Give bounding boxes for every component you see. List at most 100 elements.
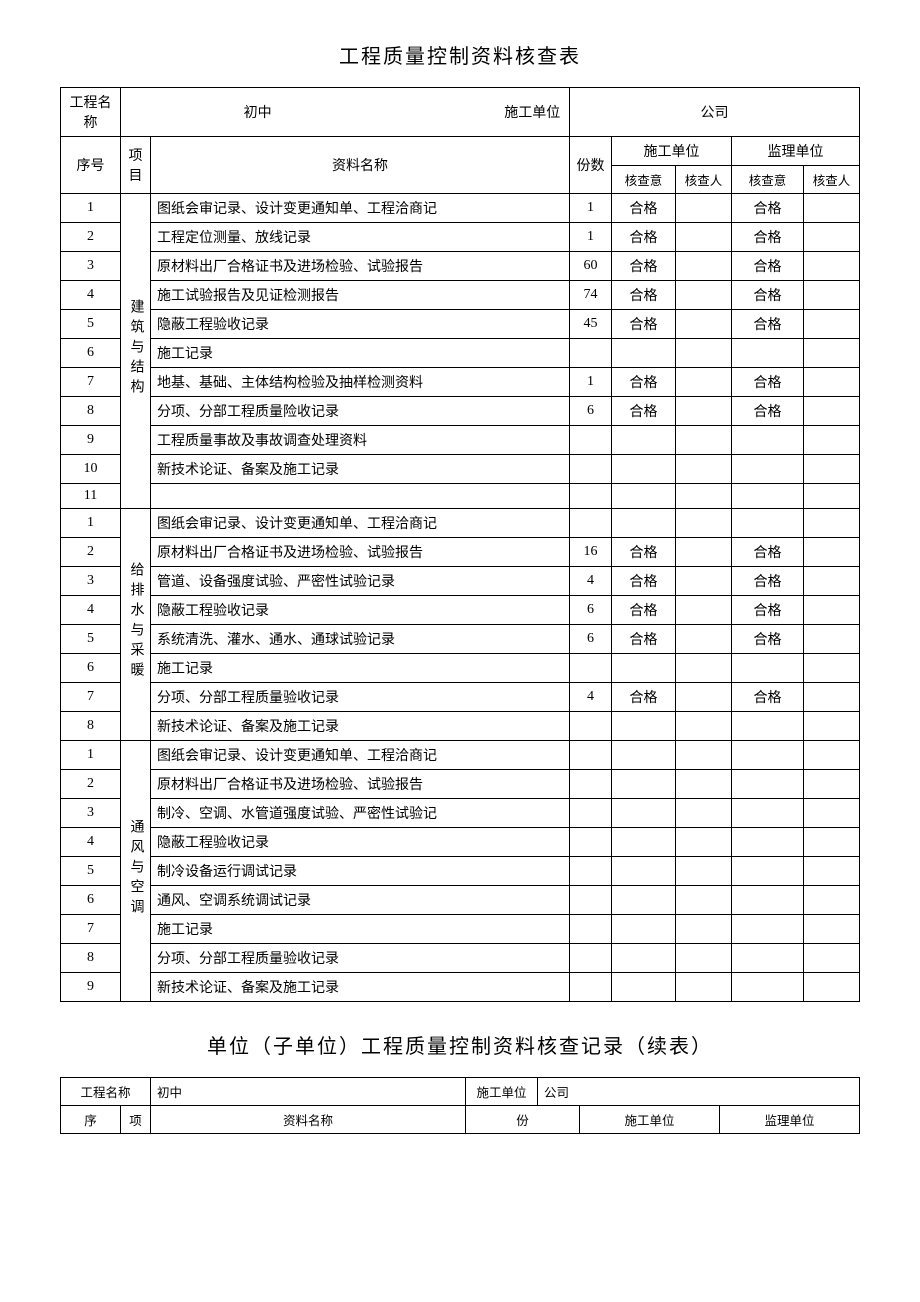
cell-opinion-2: [731, 455, 803, 484]
cell-opinion-2: [731, 770, 803, 799]
cell-opinion-2: [731, 799, 803, 828]
cell-opinion-2: 合格: [731, 567, 803, 596]
col2-qty: 份: [465, 1106, 579, 1134]
cell-qty: 6: [569, 596, 611, 625]
cell-seq: 2: [61, 538, 121, 567]
cell-seq: 3: [61, 567, 121, 596]
table-row: 2工程定位测量、放线记录1合格合格: [61, 223, 860, 252]
table-row: 4隐蔽工程验收记录6合格合格: [61, 596, 860, 625]
cell-qty: 6: [569, 397, 611, 426]
cell-material-name: 图纸会审记录、设计变更通知单、工程洽商记: [151, 509, 570, 538]
table-row: 1给排水与采暖图纸会审记录、设计变更通知单、工程洽商记: [61, 509, 860, 538]
cell-category: 给排水与采暖: [121, 509, 151, 741]
cell-seq: 11: [61, 484, 121, 509]
cell-inspector-2: [803, 397, 859, 426]
cell-inspector-2: [803, 509, 859, 538]
cell-material-name: 分项、分部工程质量险收记录: [151, 397, 570, 426]
col2-category: 项: [121, 1106, 151, 1134]
cell-inspector-1: [675, 509, 731, 538]
cell-material-name: 新技术论证、备案及施工记录: [151, 973, 570, 1002]
cell-qty: 60: [569, 252, 611, 281]
cell-opinion-1: 合格: [611, 567, 675, 596]
cell-inspector-2: [803, 915, 859, 944]
cell-inspector-2: [803, 252, 859, 281]
hdr-construction-unit-label: 施工单位: [393, 102, 564, 122]
cell-material-name: 通风、空调系统调试记录: [151, 886, 570, 915]
cell-qty: [569, 770, 611, 799]
cell-inspector-2: [803, 654, 859, 683]
cell-opinion-2: 合格: [731, 538, 803, 567]
cell-opinion-1: 合格: [611, 596, 675, 625]
cell-inspector-2: [803, 310, 859, 339]
cell-inspector-1: [675, 712, 731, 741]
cell-opinion-1: [611, 886, 675, 915]
cell-inspector-2: [803, 799, 859, 828]
cell-inspector-1: [675, 223, 731, 252]
cell-qty: [569, 741, 611, 770]
cell-inspector-2: [803, 828, 859, 857]
cell-inspector-2: [803, 944, 859, 973]
cell-opinion-2: [731, 886, 803, 915]
table-row: 3管道、设备强度试验、严密性试验记录4合格合格: [61, 567, 860, 596]
cell-inspector-1: [675, 397, 731, 426]
cell-inspector-1: [675, 538, 731, 567]
table-row: 9工程质量事故及事故调查处理资料: [61, 426, 860, 455]
cell-qty: [569, 654, 611, 683]
cell-opinion-1: [611, 484, 675, 509]
cell-inspector-2: [803, 455, 859, 484]
cell-qty: 4: [569, 683, 611, 712]
cell-inspector-2: [803, 223, 859, 252]
col-inspector-2: 核查人: [803, 166, 859, 194]
cell-opinion-1: [611, 857, 675, 886]
cell-qty: [569, 509, 611, 538]
hdr-project-name-label: 工程名称: [61, 88, 121, 137]
cell-opinion-1: 合格: [611, 281, 675, 310]
cell-inspector-1: [675, 973, 731, 1002]
cell-qty: [569, 828, 611, 857]
cell-inspector-2: [803, 683, 859, 712]
cell-opinion-1: [611, 426, 675, 455]
col-opinion-2: 核查意: [731, 166, 803, 194]
cell-inspector-2: [803, 281, 859, 310]
cell-material-name: 制冷、空调、水管道强度试验、严密性试验记: [151, 799, 570, 828]
cell-inspector-1: [675, 596, 731, 625]
cell-inspector-1: [675, 625, 731, 654]
cell-opinion-2: [731, 484, 803, 509]
cell-seq: 5: [61, 625, 121, 654]
cell-opinion-1: 合格: [611, 397, 675, 426]
cell-opinion-2: 合格: [731, 310, 803, 339]
cell-qty: [569, 857, 611, 886]
cell-seq: 3: [61, 252, 121, 281]
table-row: 3制冷、空调、水管道强度试验、严密性试验记: [61, 799, 860, 828]
table-row: 7施工记录: [61, 915, 860, 944]
cell-opinion-2: 合格: [731, 281, 803, 310]
col2-material-name: 资料名称: [151, 1106, 466, 1134]
cell-inspector-1: [675, 310, 731, 339]
cell-inspector-1: [675, 368, 731, 397]
cell-seq: 5: [61, 310, 121, 339]
cell-opinion-1: [611, 799, 675, 828]
cell-material-name: [151, 484, 570, 509]
cell-inspector-2: [803, 339, 859, 368]
cell-inspector-1: [675, 567, 731, 596]
cell-material-name: 新技术论证、备案及施工记录: [151, 712, 570, 741]
hdr2-construction-unit: 公司: [537, 1078, 859, 1106]
table-row: 6施工记录: [61, 654, 860, 683]
cell-opinion-2: [731, 339, 803, 368]
doc-title-1: 工程质量控制资料核查表: [60, 40, 860, 69]
cell-material-name: 隐蔽工程验收记录: [151, 596, 570, 625]
cell-seq: 4: [61, 828, 121, 857]
hdr2-project-name-label: 工程名称: [61, 1078, 151, 1106]
cell-opinion-2: 合格: [731, 683, 803, 712]
table-row: 1建筑与结构图纸会审记录、设计变更通知单、工程洽商记1合格合格: [61, 194, 860, 223]
cell-inspector-2: [803, 857, 859, 886]
cell-inspector-1: [675, 799, 731, 828]
cell-inspector-2: [803, 194, 859, 223]
cell-inspector-2: [803, 712, 859, 741]
cell-seq: 2: [61, 223, 121, 252]
hdr-project-name: 初中: [126, 102, 390, 122]
cell-opinion-1: [611, 654, 675, 683]
cell-opinion-2: [731, 741, 803, 770]
cell-seq: 4: [61, 596, 121, 625]
col-inspector-1: 核查人: [675, 166, 731, 194]
